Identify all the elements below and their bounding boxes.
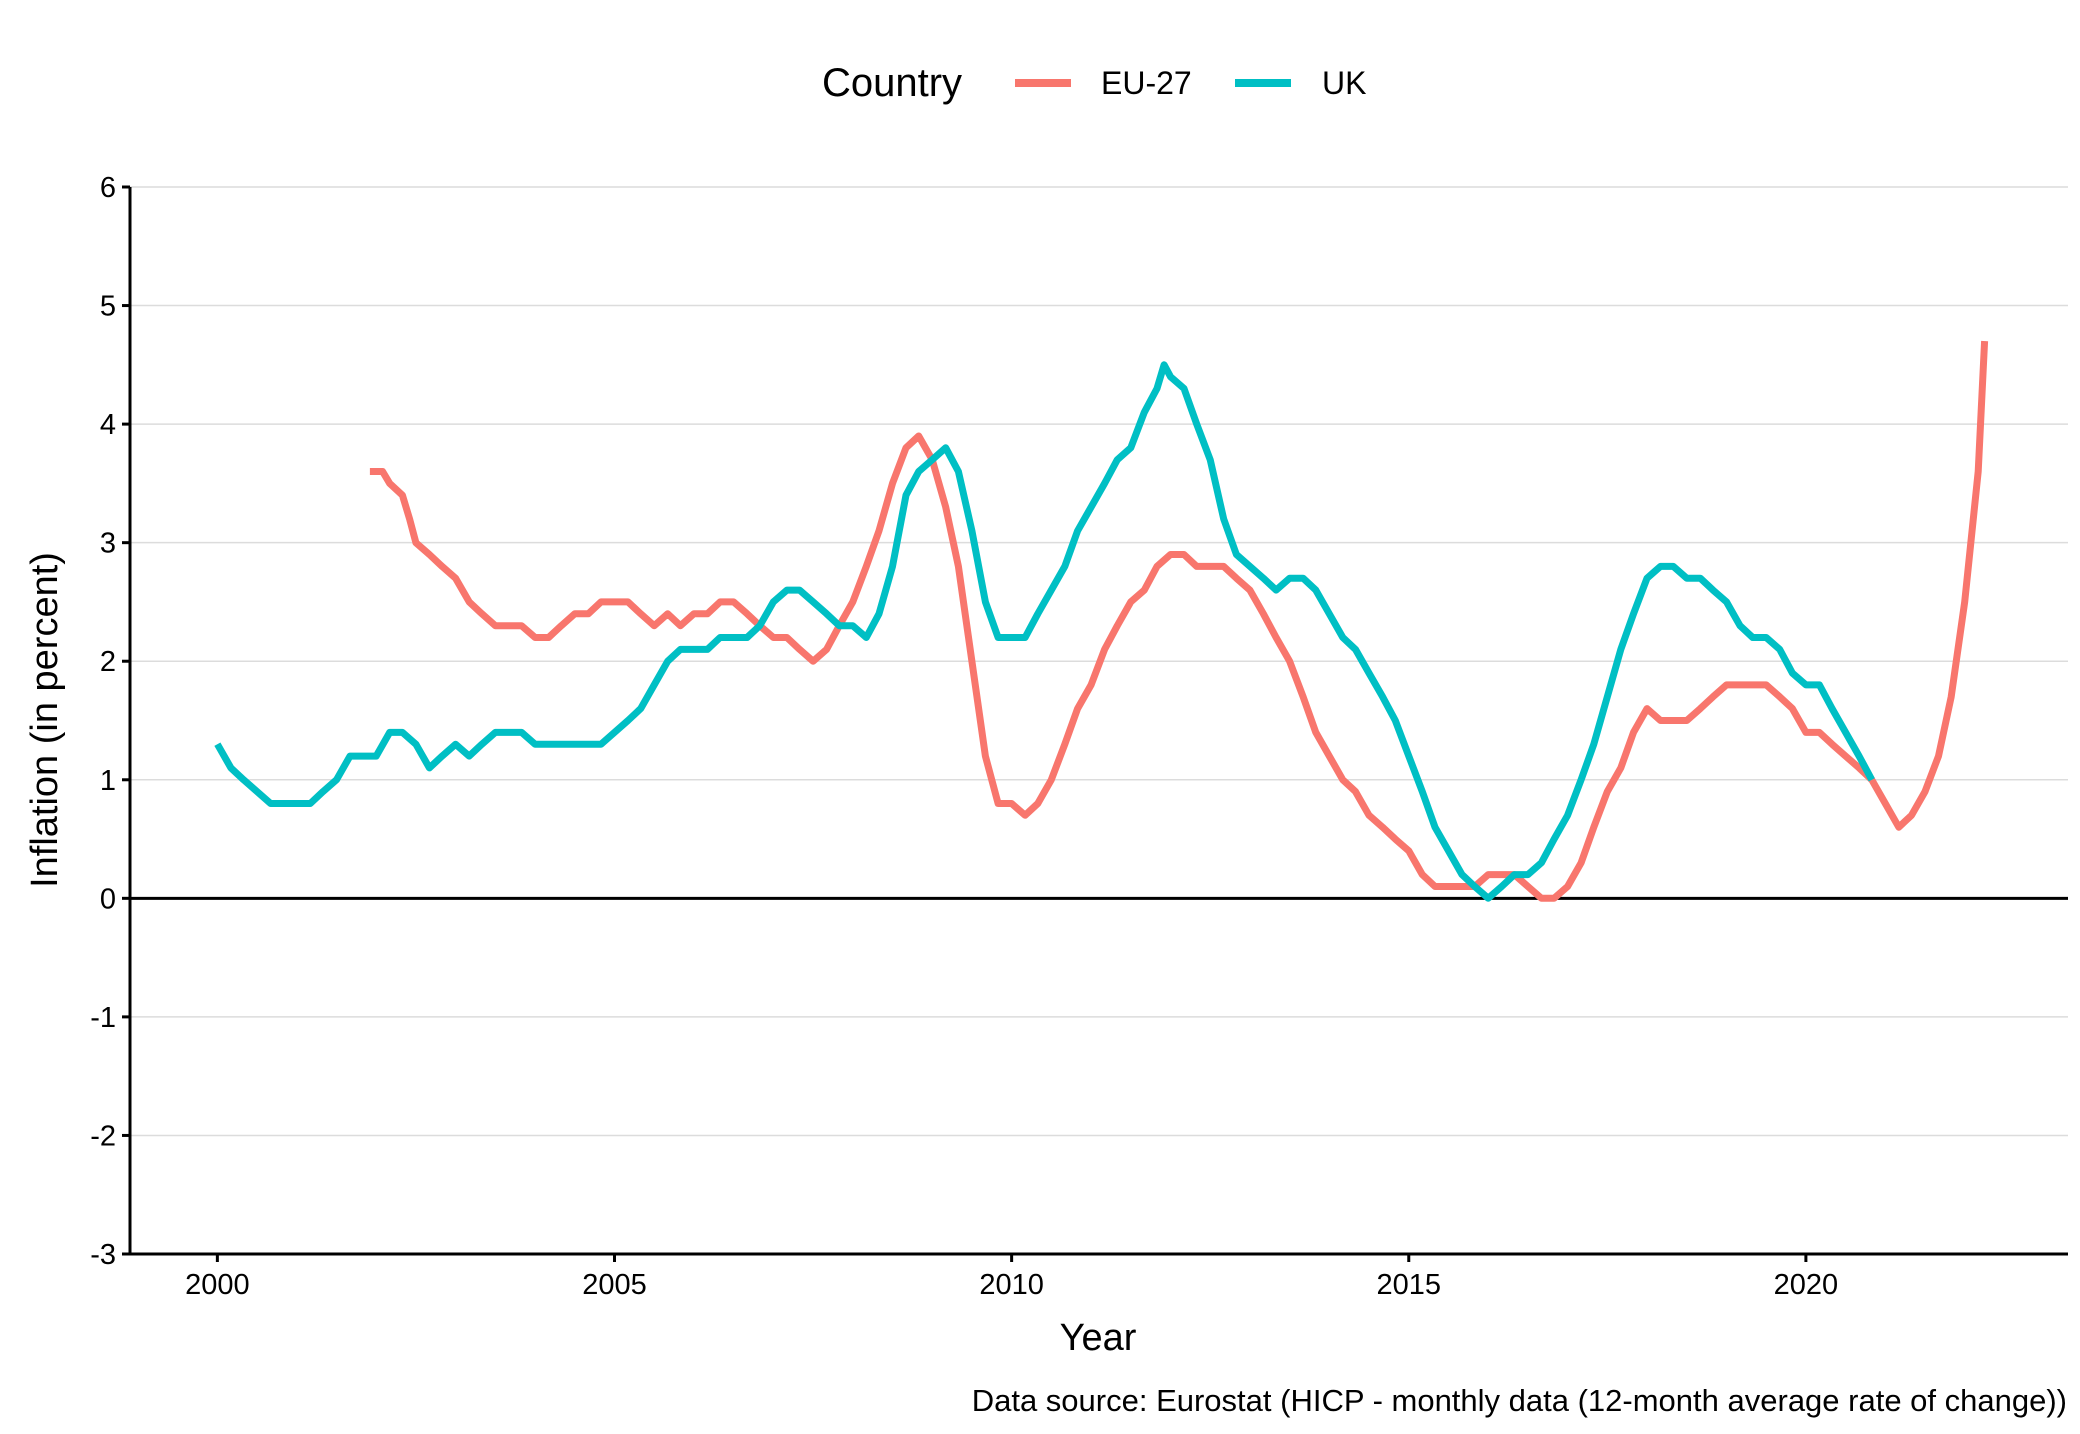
x-axis-ticks: 2000 2005 2010 2015 2020: [185, 1254, 1838, 1301]
legend-label-uk: UK: [1322, 65, 1366, 101]
legend-label-eu27: EU-27: [1101, 65, 1192, 101]
x-tick-label: 2000: [185, 1269, 250, 1301]
y-axis-title: Inflation (in percent): [24, 552, 66, 888]
y-tick-label: 4: [100, 409, 116, 441]
gridlines: [130, 186, 2068, 1255]
legend: Country EU-27 UK: [822, 61, 1366, 105]
y-tick-label: -2: [90, 1120, 116, 1152]
y-tick-label: -3: [90, 1239, 116, 1271]
axes: -3 -2 -1 0 1 2 3 4 5 6 2000 2005 2010 2015 2020: [90, 172, 2068, 1301]
y-tick-label: 6: [100, 172, 116, 204]
series-layer: [214, 340, 1989, 902]
series-line-eu27: [369, 340, 1989, 902]
series-line-uk: [214, 361, 1875, 902]
y-tick-label: -1: [90, 1002, 116, 1034]
x-tick-label: 2015: [1377, 1269, 1442, 1301]
y-axis-ticks: -3 -2 -1 0 1 2 3 4 5 6: [90, 172, 130, 1271]
y-tick-label: 5: [100, 291, 116, 323]
y-tick-label: 0: [100, 883, 116, 915]
y-tick-label: 1: [100, 765, 116, 797]
y-tick-label: 3: [100, 528, 116, 560]
x-tick-label: 2010: [979, 1269, 1044, 1301]
x-axis-title: Year: [1060, 1317, 1137, 1359]
data-source-caption: Data source: Eurostat (HICP - monthly da…: [972, 1383, 2067, 1418]
y-tick-label: 2: [100, 646, 116, 678]
x-tick-label: 2005: [582, 1269, 647, 1301]
x-tick-label: 2020: [1774, 1269, 1839, 1301]
legend-title: Country: [822, 61, 962, 105]
